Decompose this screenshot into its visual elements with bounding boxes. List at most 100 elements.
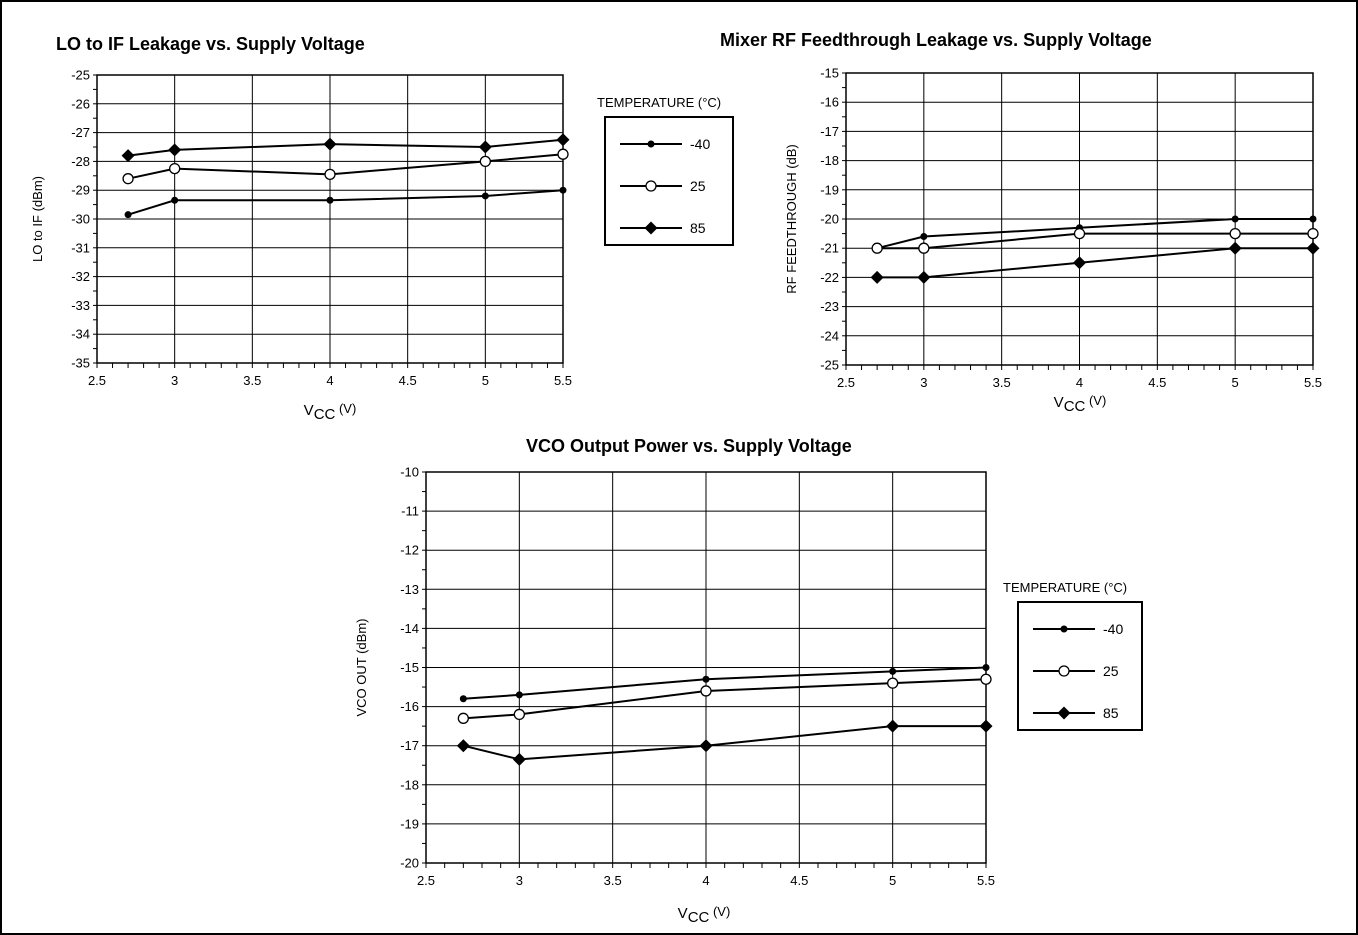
y-tick-label: -17 <box>820 124 839 139</box>
legend-marker <box>1058 665 1070 677</box>
data-point <box>871 242 883 254</box>
y-tick-label: -28 <box>71 154 90 169</box>
legend-top: -40 25 85 <box>604 116 734 246</box>
data-point <box>918 242 930 254</box>
y-tick-label: -26 <box>71 96 90 111</box>
y-tick-label: -21 <box>820 241 839 256</box>
y-axis-label: VCO OUT (dBm) <box>354 619 369 717</box>
series-line <box>127 138 564 157</box>
series-diamond <box>870 241 1320 284</box>
y-axis-label: LO to IF (dBm) <box>30 176 45 262</box>
legend-label: 85 <box>690 220 706 236</box>
data-point <box>1309 215 1317 223</box>
y-tick-label: -24 <box>820 328 839 343</box>
x-tick-label: 3 <box>516 873 523 888</box>
data-point <box>700 685 712 697</box>
y-tick-label: -12 <box>400 543 419 558</box>
axis-ticks <box>842 72 1314 370</box>
x-tick-label: 4 <box>702 873 709 888</box>
x-tick-label: 3 <box>920 375 927 390</box>
x-tick-label: 2.5 <box>837 375 855 390</box>
series-diamond <box>456 719 993 766</box>
legend-swatch <box>620 180 682 192</box>
y-tick-label: -17 <box>400 738 419 753</box>
chart-rf-feedthrough: 2.5 3 3.5 4 4.5 5 5.5 -25 -24 -23 -22 -21 -20 -19 -18 -… <box>784 66 1322 416</box>
series-circle <box>871 227 1319 254</box>
data-point <box>1229 227 1241 240</box>
x-tick-label: 3.5 <box>993 375 1011 390</box>
y-tick-label: -14 <box>400 621 419 636</box>
data-point <box>169 162 181 175</box>
legend-swatch <box>1033 706 1095 720</box>
x-tick-label: 4.5 <box>399 373 417 388</box>
y-tick-label: -20 <box>400 856 419 871</box>
y-tick-label: -30 <box>71 212 90 227</box>
x-axis-label: VCC (V) <box>304 401 357 423</box>
series-dot <box>459 664 990 703</box>
legend-item: 85 <box>1019 703 1141 723</box>
legend-swatch <box>1033 625 1095 633</box>
y-tick-label: -20 <box>820 212 839 227</box>
y-tick-label: -18 <box>400 777 419 792</box>
y-tick-label: -23 <box>820 299 839 314</box>
series-line <box>463 678 987 720</box>
legend-label: -40 <box>690 136 711 152</box>
data-point <box>478 140 492 154</box>
data-point <box>515 691 523 699</box>
legend-marker <box>645 180 657 192</box>
series-line <box>127 153 564 180</box>
legend-item: 25 <box>1019 661 1141 681</box>
y-tick-label: -19 <box>400 816 419 831</box>
data-point <box>1307 227 1319 240</box>
data-point <box>559 186 567 194</box>
x-tick-label: 3 <box>171 373 178 388</box>
series-circle <box>122 148 569 185</box>
legend-label: 25 <box>690 178 706 194</box>
gridlines <box>96 74 564 364</box>
chart-2-title: Mixer RF Feedthrough Leakage vs. Supply … <box>720 30 1152 50</box>
y-tick-label: -31 <box>71 240 90 255</box>
gridlines <box>425 471 987 864</box>
data-point <box>980 673 992 685</box>
y-tick-label: -15 <box>400 660 419 675</box>
data-point <box>982 664 990 671</box>
y-tick-label: -35 <box>71 356 90 371</box>
chart-1-title: LO to IF Leakage vs. Supply Voltage <box>56 34 365 54</box>
y-tick-label: -18 <box>820 153 839 168</box>
y-tick-label: -33 <box>71 298 90 313</box>
data-point <box>917 270 931 284</box>
legend-marker <box>647 140 655 148</box>
data-point <box>457 712 469 724</box>
legend-swatch <box>1033 665 1095 677</box>
x-tick-label: 5 <box>1232 375 1239 390</box>
chart-vco-output-power: 2.5 3 3.5 4 4.5 5 5.5 -20 -19 -18 -17 -16 -15 -14 -13 -… <box>354 465 995 927</box>
data-point <box>323 137 337 151</box>
y-axis-label: RF FEEDTHROUGH (dB) <box>784 144 799 294</box>
data-point <box>1073 227 1086 240</box>
chart-3-title: VCO Output Power vs. Supply Voltage <box>526 436 852 456</box>
y-tick-label: -25 <box>71 68 90 83</box>
y-tick-label: -15 <box>820 66 839 81</box>
series-circle <box>457 673 992 724</box>
series-line <box>877 247 1313 279</box>
series-line <box>127 189 564 216</box>
chart-lo-if-leakage: 2.5 3 3.5 4 4.5 5 5.5 -35 -34 -33 -32 -31 -30 -29 -28 -… <box>30 68 572 424</box>
series-line <box>463 725 986 761</box>
x-tick-label: 4.5 <box>790 873 808 888</box>
x-tick-label: 5.5 <box>977 873 995 888</box>
data-point <box>513 708 525 721</box>
legend-bottom-title: TEMPERATURE (°C) <box>1003 580 1128 595</box>
data-point <box>1228 241 1242 255</box>
legend-item: 85 <box>606 218 732 238</box>
data-point <box>479 155 491 168</box>
legend-swatch <box>620 140 682 148</box>
data-point <box>122 173 134 185</box>
series-diamond <box>121 133 570 163</box>
x-tick-label: 2.5 <box>88 373 106 388</box>
data-point <box>459 695 467 703</box>
x-tick-label: 4 <box>1076 375 1083 390</box>
legend-item: 25 <box>606 176 732 196</box>
data-point <box>556 133 570 147</box>
data-point <box>324 168 336 181</box>
